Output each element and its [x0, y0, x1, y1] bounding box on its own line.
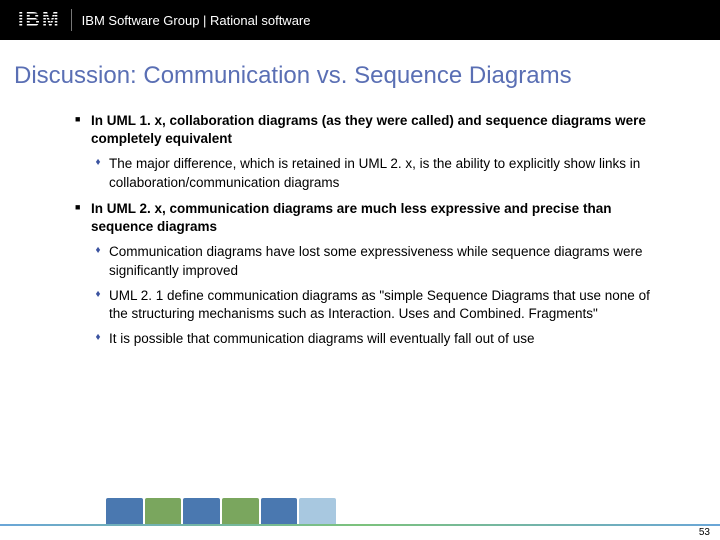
bullet-level2: UML 2. 1 define communication diagrams a… [95, 287, 660, 323]
slide-content: In UML 1. x, collaboration diagrams (as … [0, 104, 720, 540]
footer-line [0, 524, 720, 526]
footer: 53 [0, 502, 720, 540]
footer-art-cell [222, 498, 259, 524]
bullet-level1: In UML 1. x, collaboration diagrams (as … [75, 112, 660, 148]
bullet-level1: In UML 2. x, communication diagrams are … [75, 200, 660, 236]
footer-art [106, 498, 336, 524]
footer-art-cell [261, 498, 298, 524]
slide: IBM IBM Software Group | Rational softwa… [0, 0, 720, 540]
header-divider [71, 9, 72, 31]
bullet-level2: The major difference, which is retained … [95, 155, 660, 191]
header-group-text: IBM Software Group | Rational software [82, 13, 311, 28]
bullet-level2: Communication diagrams have lost some ex… [95, 243, 660, 279]
footer-art-cell [106, 498, 143, 524]
footer-art-cell [145, 498, 182, 524]
footer-art-cell [183, 498, 220, 524]
bullet-level2: It is possible that communication diagra… [95, 330, 660, 348]
header-bar: IBM IBM Software Group | Rational softwa… [0, 0, 720, 40]
ibm-logo: IBM [18, 9, 61, 32]
slide-title: Discussion: Communication vs. Sequence D… [0, 40, 720, 104]
page-number: 53 [699, 527, 710, 538]
footer-art-cell [299, 498, 336, 524]
